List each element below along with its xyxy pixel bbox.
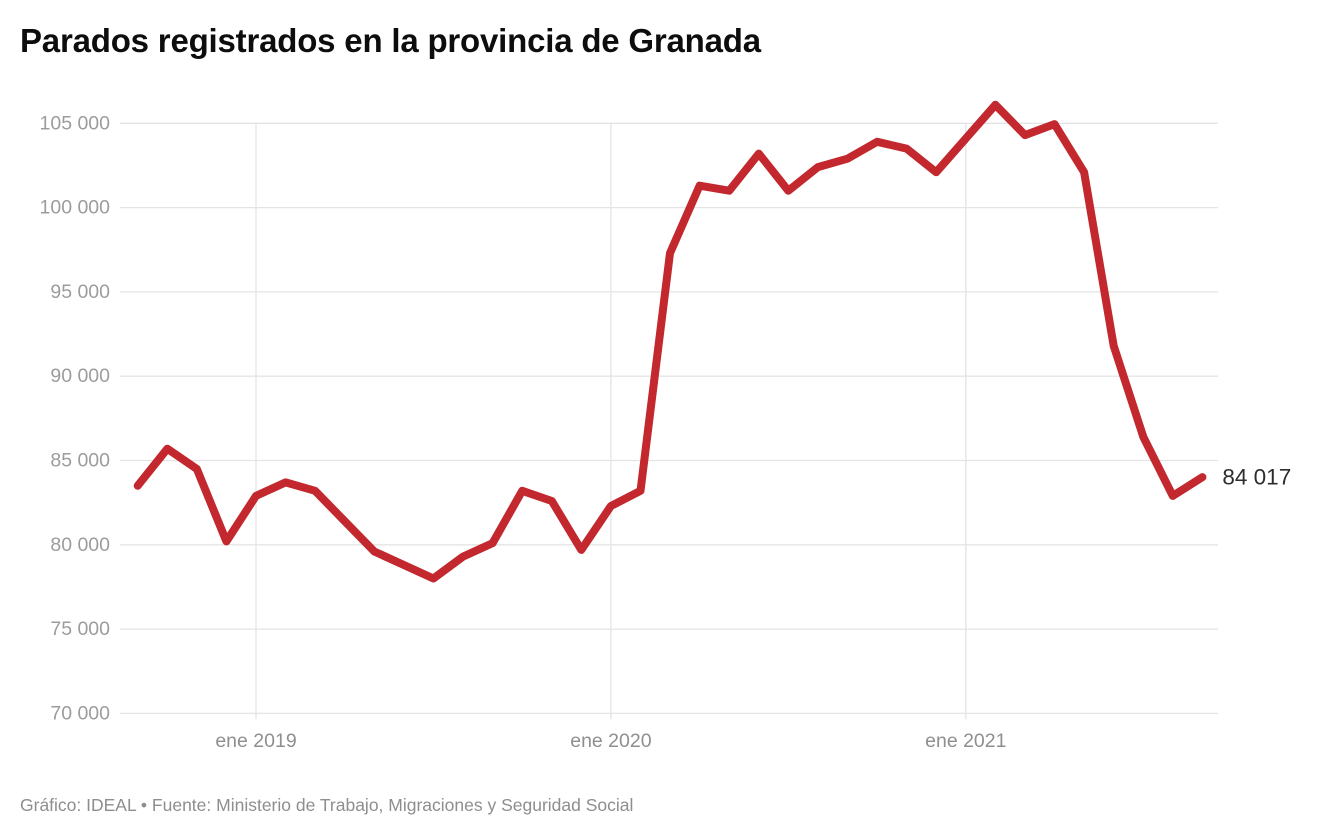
y-axis-tick-label: 90 000	[50, 365, 110, 387]
y-axis-tick-label: 95 000	[50, 281, 110, 303]
x-axis-tick-label: ene 2019	[215, 730, 296, 752]
x-axis-tick-label: ene 2021	[925, 730, 1006, 752]
y-axis-tick-label: 80 000	[50, 534, 110, 556]
y-axis-tick-label: 100 000	[40, 197, 111, 219]
x-axis-tick-label: ene 2020	[570, 730, 651, 752]
end-value-label: 84 017	[1222, 465, 1291, 490]
chart-attribution: Gráfico: IDEAL • Fuente: Ministerio de T…	[20, 795, 634, 815]
data-line-parados	[133, 100, 1207, 583]
y-axis-tick-label: 105 000	[40, 112, 111, 134]
y-axis-tick-label: 75 000	[50, 618, 110, 640]
y-axis-tick-label: 70 000	[50, 702, 110, 724]
chart-title: Parados registrados en la provincia de G…	[20, 22, 761, 59]
y-axis-tick-label: 85 000	[50, 450, 110, 472]
